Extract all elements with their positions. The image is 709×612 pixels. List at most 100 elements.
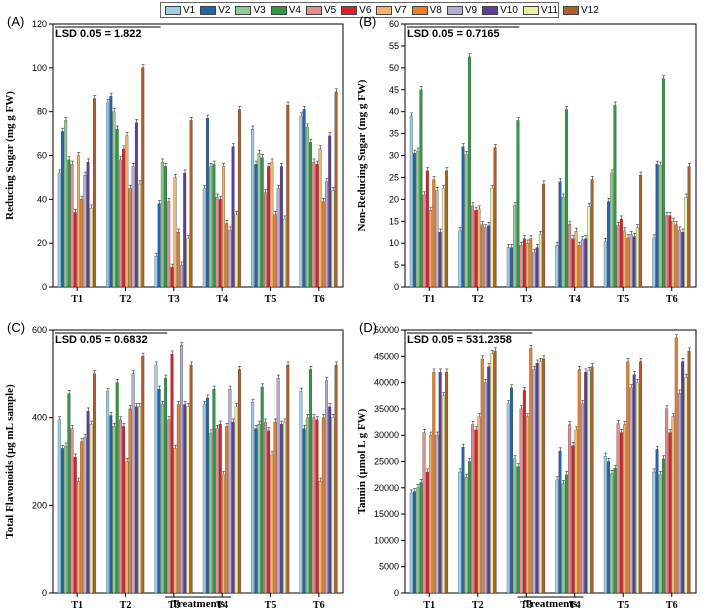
y-tick-label: 60	[389, 19, 399, 29]
bar-v2	[510, 247, 513, 288]
bar-v5	[422, 194, 426, 288]
bar-v11	[490, 188, 494, 288]
y-tick-label: 25	[389, 172, 399, 182]
bar-v8	[176, 404, 180, 594]
bar-v6	[170, 353, 174, 594]
bar-v12	[687, 350, 691, 594]
y-axis-label: Reducing Sugar (mg g FW)	[4, 91, 16, 220]
bar-v8	[273, 421, 277, 594]
bar-v3	[64, 446, 68, 594]
plot-frame	[52, 23, 344, 288]
bar-v5	[471, 424, 475, 594]
bar-v10	[134, 122, 138, 288]
y-tick-label: 40	[37, 194, 47, 204]
bar-v4	[67, 159, 71, 288]
bar-v8	[480, 224, 484, 288]
bar-v4	[115, 382, 119, 594]
y-tick-label: 40000	[374, 378, 399, 388]
legend-swatch	[235, 5, 252, 15]
bar-v7	[318, 481, 322, 594]
bar-v8	[321, 201, 325, 288]
legend-swatch	[411, 5, 428, 15]
bar-v8	[225, 223, 229, 288]
y-tick-label: 15	[389, 216, 399, 226]
bar-v2	[157, 203, 161, 288]
bar-v12	[493, 147, 497, 288]
bar-v12	[687, 166, 691, 288]
bar-v9	[325, 181, 328, 288]
bar-v7	[222, 166, 225, 288]
bar-v11	[635, 227, 639, 288]
bar-v10	[279, 166, 283, 288]
bar-v5	[422, 432, 426, 594]
bar-v4	[467, 56, 471, 288]
lsd-label: LSD 0.05 = 531.2358	[407, 334, 512, 346]
plot-frame	[52, 329, 344, 594]
bar-v2	[157, 389, 161, 594]
bar-v7	[526, 416, 530, 594]
bar-v10	[584, 238, 588, 288]
bar-v6	[122, 426, 126, 594]
bar-v9	[180, 264, 183, 288]
bar-v2	[206, 118, 209, 288]
bar-v4	[564, 474, 568, 594]
bar-v1	[57, 419, 61, 594]
bar-v10	[681, 232, 685, 288]
y-tick-label: 50	[389, 63, 399, 73]
bar-v2	[655, 164, 659, 288]
bar-v7	[477, 416, 481, 594]
bar-v5	[568, 424, 572, 594]
bar-v3	[160, 404, 164, 594]
legend-item-v4: V4	[270, 4, 301, 16]
bar-v9	[484, 227, 487, 288]
bar-v2	[302, 428, 306, 594]
bar-v11	[186, 238, 190, 288]
bar-v5	[70, 428, 74, 594]
legend-label: V11	[540, 4, 558, 16]
y-tick-label: 30	[389, 151, 399, 161]
bar-v9	[180, 345, 183, 594]
legend-label: V4	[288, 4, 301, 16]
legend-swatch	[305, 5, 322, 15]
y-tick-label: 0	[42, 282, 47, 292]
bar-v12	[92, 98, 96, 288]
bar-v1	[202, 404, 206, 594]
bar-v4	[613, 104, 617, 288]
bar-v9	[629, 234, 633, 288]
bar-v12	[445, 170, 449, 288]
bar-v9	[131, 166, 135, 288]
bar-v7	[125, 461, 129, 594]
bar-v6	[522, 390, 526, 594]
y-tick-label: 5000	[379, 562, 399, 572]
bar-v6	[619, 432, 623, 594]
bar-v5	[263, 421, 267, 594]
y-tick-label: 30000	[374, 430, 399, 440]
legend-swatch	[341, 5, 358, 15]
bar-v5	[471, 205, 475, 288]
bar-v6	[571, 238, 575, 288]
bar-v10	[681, 361, 685, 594]
bar-v9	[435, 435, 439, 594]
bar-v11	[283, 218, 287, 288]
bar-v4	[115, 129, 119, 288]
bar-v2	[655, 449, 659, 594]
bar-v3	[305, 417, 309, 594]
bar-v3	[416, 150, 420, 288]
legend-swatch	[200, 5, 217, 15]
bar-v10	[231, 146, 235, 288]
bar-v11	[441, 188, 445, 288]
y-tick-label: 200	[32, 500, 47, 510]
bar-v6	[122, 148, 126, 288]
legend-swatch	[522, 5, 539, 15]
legend-swatch	[482, 5, 499, 15]
legend-item-v6: V6	[341, 5, 371, 16]
bar-v1	[506, 403, 510, 594]
x-tick-label: T5	[265, 294, 277, 305]
bar-v7	[671, 416, 675, 594]
legend-item-v7: V7	[376, 4, 407, 16]
y-tick-label: 15000	[374, 509, 399, 519]
y-tick-label: 5	[394, 260, 399, 270]
legend-label: V7	[394, 4, 407, 16]
y-tick-label: 45	[389, 85, 399, 95]
